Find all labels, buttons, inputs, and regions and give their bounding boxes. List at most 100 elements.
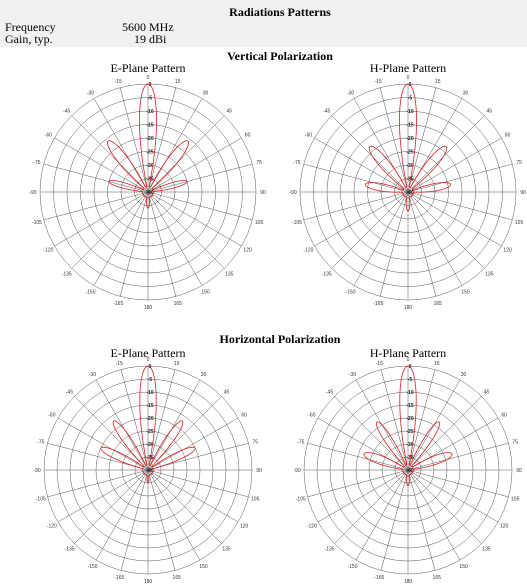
angle-label: 120 — [500, 524, 509, 530]
spoke — [334, 469, 409, 544]
angle-label: -60 — [48, 413, 55, 419]
spoke — [380, 369, 409, 471]
radial-label: -5 — [408, 96, 413, 102]
angle-label: 75 — [252, 439, 258, 445]
spoke — [407, 469, 499, 523]
angle-label: 165 — [434, 301, 443, 307]
header-band — [0, 0, 527, 47]
radial-label: -25 — [146, 429, 153, 435]
angle-label: 45 — [224, 390, 230, 396]
angle-label: -150 — [87, 564, 97, 570]
spoke — [307, 442, 409, 471]
radial-label: -5 — [408, 377, 413, 383]
spoke — [147, 417, 239, 471]
angle-label: -105 — [296, 497, 306, 503]
spoke — [407, 396, 482, 471]
spoke — [303, 163, 409, 193]
angle-label: 135 — [222, 546, 231, 552]
angle-label: 0 — [407, 75, 410, 81]
angle-label: -105 — [292, 220, 302, 226]
angle-label: 15 — [434, 361, 440, 367]
spoke — [407, 442, 509, 471]
spec-value: 19 dBi — [134, 32, 167, 46]
angle-label: 45 — [227, 109, 233, 115]
angle-label: -75 — [297, 439, 304, 445]
spoke — [43, 191, 149, 221]
angle-label: -165 — [373, 301, 383, 307]
spoke — [147, 137, 242, 193]
angle-label: 180 — [144, 305, 153, 311]
angle-label: 0 — [407, 357, 410, 363]
spoke — [74, 469, 149, 544]
radial-label: -30 — [146, 442, 153, 448]
title: Radiations Patterns — [229, 5, 331, 19]
angle-label: 150 — [459, 564, 468, 570]
angle-label: 60 — [501, 413, 507, 419]
spoke — [314, 191, 409, 247]
spoke — [407, 191, 502, 247]
angle-label: 150 — [461, 290, 470, 296]
spoke — [407, 191, 463, 286]
spoke — [95, 469, 149, 561]
radial-label: -40 — [406, 190, 413, 196]
angle-label: 30 — [203, 90, 209, 96]
angle-label: 135 — [225, 271, 234, 277]
angle-label: -15 — [116, 361, 123, 367]
angle-label: 150 — [201, 290, 210, 296]
spoke — [147, 98, 203, 193]
plot-title: E-Plane Pattern — [111, 346, 186, 360]
angle-label: -165 — [374, 575, 384, 581]
angle-label: -150 — [347, 564, 357, 570]
spec-value: 5600 MHz — [122, 20, 174, 34]
radial-label: -40 — [146, 468, 153, 474]
spoke — [147, 469, 201, 561]
angle-label: 90 — [256, 468, 262, 474]
spoke — [147, 163, 253, 193]
angle-label: 105 — [511, 497, 520, 503]
angle-label: -90 — [289, 190, 296, 196]
angle-label: -90 — [293, 468, 300, 474]
angle-label: 120 — [503, 248, 512, 254]
angle-label: -120 — [303, 248, 313, 254]
angle-label: -135 — [325, 546, 335, 552]
plot-title: H-Plane Pattern — [370, 346, 446, 360]
pattern-curve — [363, 365, 453, 486]
angle-label: 120 — [243, 248, 252, 254]
spoke — [331, 115, 409, 193]
radial-label: -10 — [146, 390, 153, 396]
angle-label: -90 — [33, 468, 40, 474]
angle-label: -30 — [87, 90, 94, 96]
angle-label: -105 — [36, 497, 46, 503]
radial-label: -40 — [146, 190, 153, 196]
spoke — [147, 191, 242, 247]
spoke — [147, 469, 249, 498]
radial-label: -20 — [406, 136, 413, 142]
angle-label: 105 — [251, 497, 260, 503]
plot-title: E-Plane Pattern — [111, 61, 186, 75]
section-title: Horizontal Polarization — [220, 332, 341, 346]
angle-label: 75 — [512, 439, 518, 445]
angle-label: 30 — [461, 372, 467, 378]
spoke — [334, 396, 409, 471]
angle-label: -60 — [45, 133, 52, 139]
angle-label: 180 — [404, 579, 413, 585]
spec-label: Frequency — [5, 20, 56, 34]
angle-label: -45 — [326, 390, 333, 396]
angle-label: -75 — [293, 160, 300, 166]
spoke — [71, 191, 149, 269]
angle-label: -15 — [115, 79, 122, 85]
angle-label: 180 — [144, 579, 153, 585]
angle-label: -45 — [63, 109, 70, 115]
spoke — [407, 163, 513, 193]
spoke — [353, 191, 409, 286]
radial-label: -25 — [406, 150, 413, 156]
spoke — [407, 469, 436, 571]
spoke — [47, 469, 149, 498]
radial-label: -30 — [406, 163, 413, 169]
angle-label: 165 — [173, 575, 182, 581]
spoke — [120, 469, 149, 571]
radial-label: -15 — [146, 403, 153, 409]
angle-label: 0 — [147, 75, 150, 81]
angle-label: -15 — [375, 79, 382, 85]
